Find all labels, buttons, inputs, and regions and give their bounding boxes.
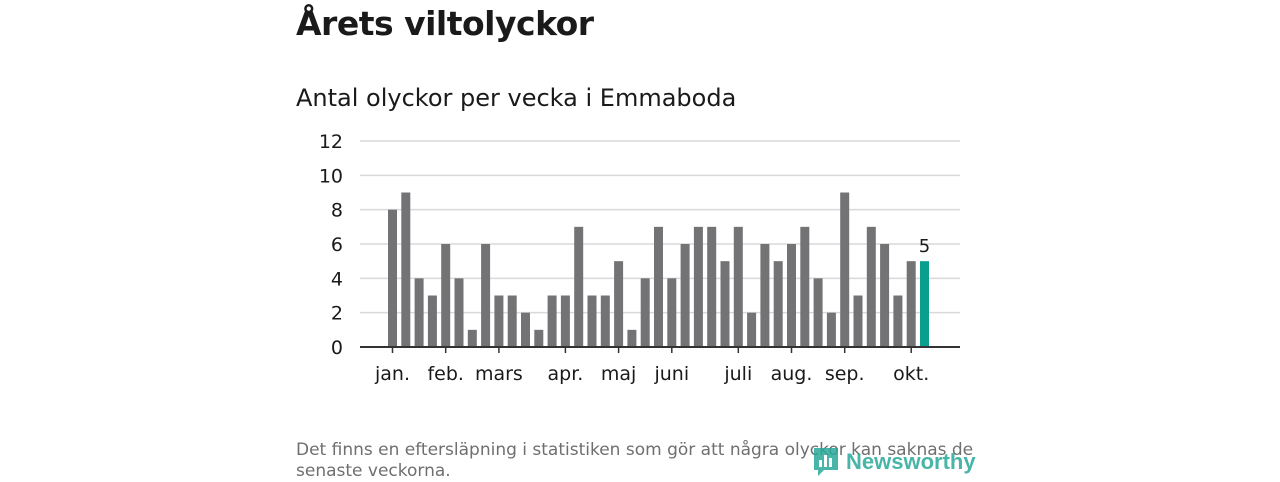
x-tick-label: apr.	[547, 363, 583, 385]
y-tick-label: 6	[331, 234, 343, 256]
bar	[627, 329, 637, 347]
x-tick-label: sep.	[825, 363, 865, 385]
bar	[427, 295, 437, 347]
y-tick-label: 4	[331, 268, 343, 290]
x-tick-label: mars	[475, 363, 523, 385]
bar	[840, 192, 850, 347]
bar	[521, 312, 530, 347]
bar	[600, 295, 610, 347]
bar	[388, 209, 397, 347]
bar	[707, 226, 717, 347]
bar	[853, 295, 863, 347]
bar	[441, 244, 451, 347]
newsworthy-logo-text: Newsworthy	[846, 449, 976, 474]
bar	[614, 261, 624, 347]
y-tick-label: 12	[319, 131, 343, 153]
bar	[467, 329, 477, 347]
y-axis-ticks: 0 2 4 6 8 10 12	[319, 131, 343, 359]
bar	[866, 226, 876, 347]
bar	[747, 312, 757, 347]
x-tick-label: aug.	[771, 363, 813, 385]
bar	[560, 295, 570, 347]
bar	[800, 226, 810, 347]
x-tick-label: juni	[653, 363, 689, 385]
bars	[388, 192, 929, 347]
bar	[760, 244, 770, 347]
y-tick-label: 8	[331, 200, 343, 222]
bar	[880, 244, 890, 347]
bar	[680, 244, 690, 347]
bar	[507, 295, 517, 347]
bar	[813, 278, 823, 347]
bar	[893, 295, 903, 347]
bar-highlight	[920, 261, 929, 347]
bar	[640, 278, 650, 347]
chart-subtitle: Antal olyckor per vecka i Emmaboda	[296, 84, 737, 112]
x-tick-label: jan.	[374, 363, 410, 385]
data-labels: 5	[919, 236, 930, 257]
x-axis-ticks: jan. feb. mars apr. maj juni juli aug. sep. okt.	[374, 347, 929, 385]
bar	[654, 226, 663, 347]
bar	[826, 312, 836, 347]
bar	[787, 244, 796, 347]
newsworthy-logo: Newsworthy	[812, 446, 976, 478]
newsworthy-logo-icon	[814, 448, 838, 476]
bar	[414, 278, 424, 347]
x-tick-label: feb.	[427, 363, 463, 385]
footnote: Det finns en eftersläpning i statistiken…	[296, 440, 974, 481]
bar	[574, 226, 584, 347]
y-tick-label: 10	[319, 165, 343, 187]
x-tick-label: maj	[601, 363, 636, 385]
bar	[720, 261, 730, 347]
page-title: Årets viltolyckor	[296, 4, 594, 43]
y-tick-label: 0	[331, 337, 343, 359]
bar	[494, 295, 504, 347]
bar-chart: 0 2 4 6 8 10 12 jan. feb. mars apr. maj juni juli aug…	[319, 131, 960, 385]
highlight-value-label: 5	[919, 236, 930, 257]
bar	[454, 278, 464, 347]
bar	[587, 295, 597, 347]
bar	[667, 278, 677, 347]
bar	[547, 295, 557, 347]
bar	[906, 261, 916, 347]
bar	[401, 192, 411, 347]
bar	[773, 261, 783, 347]
bar	[534, 329, 544, 347]
y-tick-label: 2	[331, 303, 343, 325]
bar	[693, 226, 703, 347]
bar	[733, 226, 743, 347]
x-tick-label: juli	[723, 363, 752, 385]
bar	[481, 244, 491, 347]
x-tick-label: okt.	[893, 363, 929, 385]
